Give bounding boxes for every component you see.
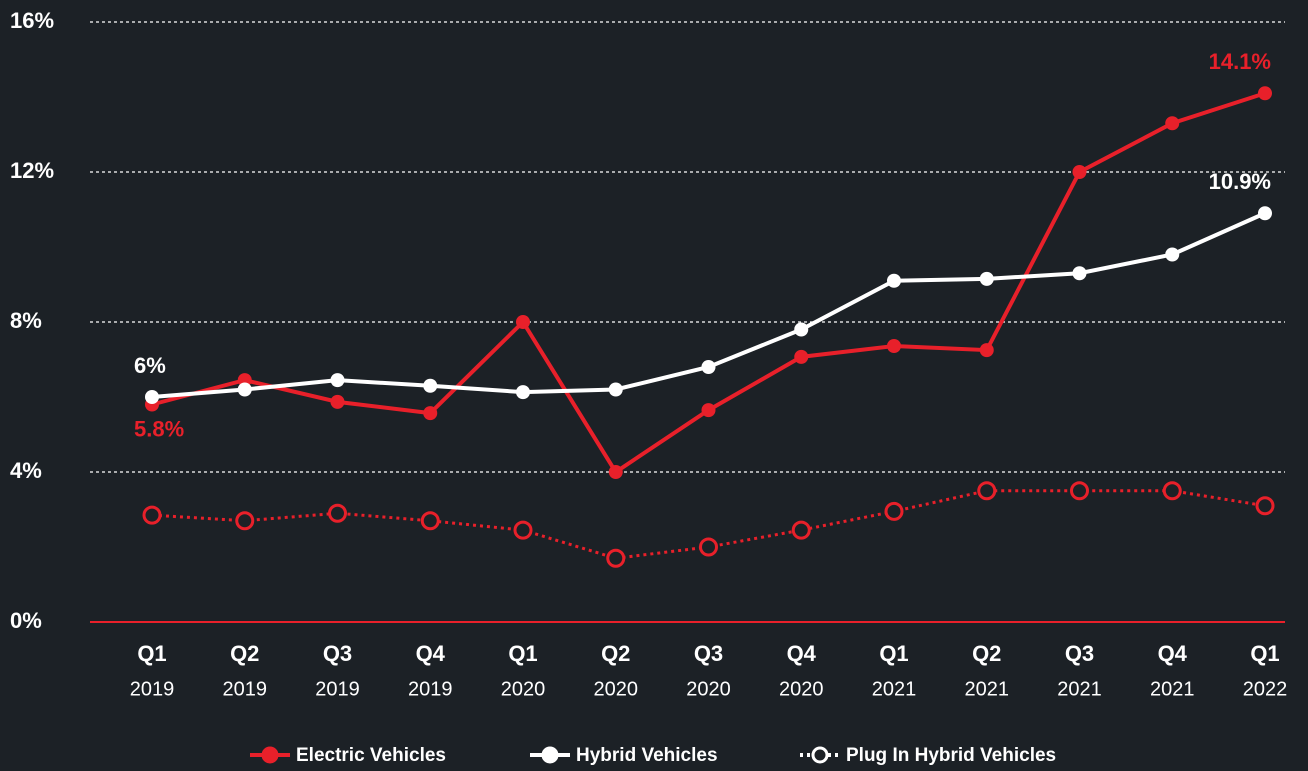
point [330, 373, 345, 388]
x-tick-label: Q1 [879, 641, 908, 666]
x-tick-label: Q4 [787, 641, 817, 666]
data-label: 10.9% [1209, 169, 1271, 194]
point [979, 271, 994, 286]
x-tick-label: Q4 [1158, 641, 1188, 666]
point [791, 520, 811, 540]
x-tick-label: Q2 [230, 641, 259, 666]
x-tick-label: 2021 [1150, 678, 1195, 700]
point [701, 403, 716, 418]
x-tick-label: 2022 [1243, 678, 1288, 700]
x-tick-label: Q1 [137, 641, 166, 666]
point [979, 343, 994, 358]
point [1255, 496, 1275, 516]
x-tick-label: 2019 [130, 678, 175, 700]
point [423, 406, 438, 421]
y-tick-label: 12% [10, 158, 54, 183]
point [887, 339, 901, 353]
point [608, 382, 623, 397]
x-tick-label: Q1 [1250, 641, 1279, 666]
point [1165, 116, 1180, 131]
x-tick-label: Q3 [694, 641, 723, 666]
x-tick-label: 2020 [594, 678, 639, 700]
point [606, 548, 626, 568]
point [887, 273, 901, 288]
y-tick-label: 4% [10, 458, 42, 483]
point [794, 322, 809, 337]
x-tick-label: Q2 [601, 641, 630, 666]
point [608, 465, 623, 479]
x-tick-label: 2019 [315, 678, 360, 700]
point [235, 511, 255, 531]
y-tick-label: 0% [10, 608, 42, 633]
point [1072, 266, 1087, 281]
point [977, 481, 997, 501]
point [884, 501, 904, 521]
point [420, 511, 440, 531]
point [1162, 481, 1182, 501]
point [794, 349, 809, 364]
y-tick-label: 8% [10, 308, 42, 333]
legend-marker [811, 746, 829, 764]
legend-label: Hybrid Vehicles [576, 745, 718, 766]
x-tick-label: 2020 [686, 678, 731, 700]
x-tick-label: 2021 [872, 678, 917, 700]
x-tick-label: 2019 [408, 678, 453, 700]
point [1070, 481, 1089, 501]
x-tick-label: Q4 [416, 641, 446, 666]
x-tick-label: 2020 [779, 678, 824, 700]
point [1258, 86, 1272, 101]
y-tick-label: 16% [10, 8, 54, 33]
point [423, 378, 438, 393]
x-tick-label: Q3 [323, 641, 352, 666]
point [513, 520, 533, 540]
data-label: 6% [134, 353, 166, 378]
x-tick-label: 2019 [223, 678, 268, 700]
point [330, 394, 345, 409]
legend-label: Electric Vehicles [296, 745, 446, 766]
point [237, 382, 252, 397]
x-tick-label: Q2 [972, 641, 1001, 666]
point [699, 537, 718, 557]
point [516, 385, 530, 400]
data-label: 14.1% [1209, 49, 1271, 74]
point [145, 390, 159, 404]
x-tick-label: Q3 [1065, 641, 1094, 666]
point [328, 503, 347, 523]
point [1258, 206, 1272, 221]
legend-marker [261, 746, 279, 764]
legend-marker [541, 746, 559, 764]
point [1072, 165, 1087, 179]
x-tick-label: Q1 [508, 641, 537, 666]
point [516, 315, 530, 329]
point [142, 505, 162, 525]
point [701, 360, 716, 374]
x-tick-label: 2020 [501, 678, 546, 700]
data-label: 5.8% [134, 416, 184, 441]
point [1165, 247, 1180, 262]
legend-label: Plug In Hybrid Vehicles [846, 745, 1056, 766]
x-tick-label: 2021 [1057, 678, 1102, 700]
x-tick-label: 2021 [965, 678, 1010, 700]
